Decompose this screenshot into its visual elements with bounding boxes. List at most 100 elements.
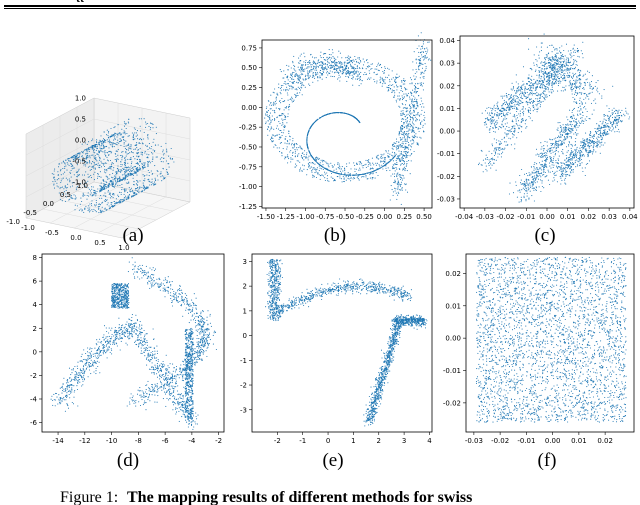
data-point: [407, 148, 410, 150]
data-point: [340, 172, 343, 174]
data-point: [410, 129, 412, 131]
data-point: [586, 150, 588, 152]
data-point: [110, 127, 112, 130]
data-point: [518, 113, 520, 115]
data-point: [99, 188, 101, 190]
data-point: [315, 66, 317, 68]
data-point: [396, 145, 398, 147]
data-point: [406, 163, 408, 165]
data-point: [295, 95, 297, 98]
data-point: [322, 70, 324, 72]
data-point: [370, 77, 372, 79]
data-point: [301, 82, 303, 84]
data-point: [419, 136, 421, 138]
data-point: [270, 94, 272, 96]
data-point: [402, 146, 404, 148]
data-point: [135, 135, 137, 137]
data-point: [498, 114, 501, 116]
data-point: [115, 161, 117, 163]
data-point: [404, 83, 406, 85]
data-point: [346, 70, 348, 72]
data-point: [93, 156, 95, 158]
data-point: [409, 105, 411, 107]
data-point: [125, 182, 127, 184]
data-point: [108, 139, 110, 141]
data-point: [281, 97, 283, 100]
data-point: [401, 144, 403, 146]
data-point: [378, 168, 380, 170]
data-point: [391, 89, 393, 91]
data-point: [91, 188, 93, 190]
data-point: [543, 69, 545, 71]
data-point: [151, 173, 153, 175]
data-point: [98, 150, 100, 152]
data-point: [294, 152, 296, 154]
data-point: [344, 63, 346, 65]
data-point: [546, 154, 548, 156]
data-point: [80, 208, 82, 210]
data-point: [490, 118, 492, 120]
data-point: [288, 109, 290, 111]
data-point: [97, 153, 99, 156]
data-point: [415, 120, 417, 122]
data-point: [143, 131, 145, 133]
data-point: [542, 174, 544, 176]
data-point: [85, 171, 87, 173]
data-point: [60, 180, 62, 182]
data-point: [617, 113, 619, 115]
data-point: [404, 170, 406, 172]
data-point: [162, 167, 164, 169]
data-point: [147, 134, 149, 136]
data-point: [139, 167, 141, 169]
data-point: [560, 183, 562, 185]
data-point: [119, 177, 121, 179]
data-point: [348, 178, 350, 180]
data-point: [282, 121, 284, 123]
data-point: [546, 55, 548, 57]
data-point: [307, 66, 309, 68]
y-tick-label: 0.50: [241, 64, 257, 72]
data-point: [296, 94, 298, 96]
data-point: [301, 158, 304, 160]
data-point: [396, 174, 398, 176]
data-point: [420, 123, 422, 126]
data-point: [370, 172, 372, 174]
data-point: [87, 157, 89, 159]
data-point: [538, 162, 541, 164]
data-point: [99, 158, 101, 160]
data-point: [401, 133, 403, 135]
data-point: [408, 160, 410, 162]
data-point: [415, 133, 417, 135]
data-point: [569, 136, 571, 138]
data-point: [521, 85, 523, 87]
data-point: [562, 90, 564, 92]
data-point: [395, 192, 397, 194]
data-point: [89, 148, 91, 150]
data-point: [136, 144, 138, 146]
data-point: [416, 91, 418, 93]
data-point: [94, 155, 96, 157]
data-point: [327, 74, 329, 76]
data-point: [302, 69, 305, 71]
data-point: [552, 158, 555, 160]
data-point: [568, 75, 570, 77]
data-point: [114, 185, 116, 187]
data-point: [137, 186, 139, 188]
data-point: [405, 93, 407, 95]
data-point: [278, 108, 280, 110]
data-point: [348, 57, 350, 59]
data-point: [307, 159, 309, 161]
data-point: [61, 162, 63, 164]
data-point: [587, 138, 589, 141]
data-point: [413, 95, 415, 97]
data-point: [392, 194, 394, 196]
data-point: [583, 140, 585, 142]
data-point: [286, 122, 288, 124]
data-point: [338, 165, 340, 167]
data-point: [321, 61, 323, 63]
data-point: [120, 140, 122, 142]
data-point: [116, 168, 118, 170]
data-point: [287, 113, 289, 115]
data-point: [86, 163, 88, 165]
data-point: [275, 135, 277, 137]
